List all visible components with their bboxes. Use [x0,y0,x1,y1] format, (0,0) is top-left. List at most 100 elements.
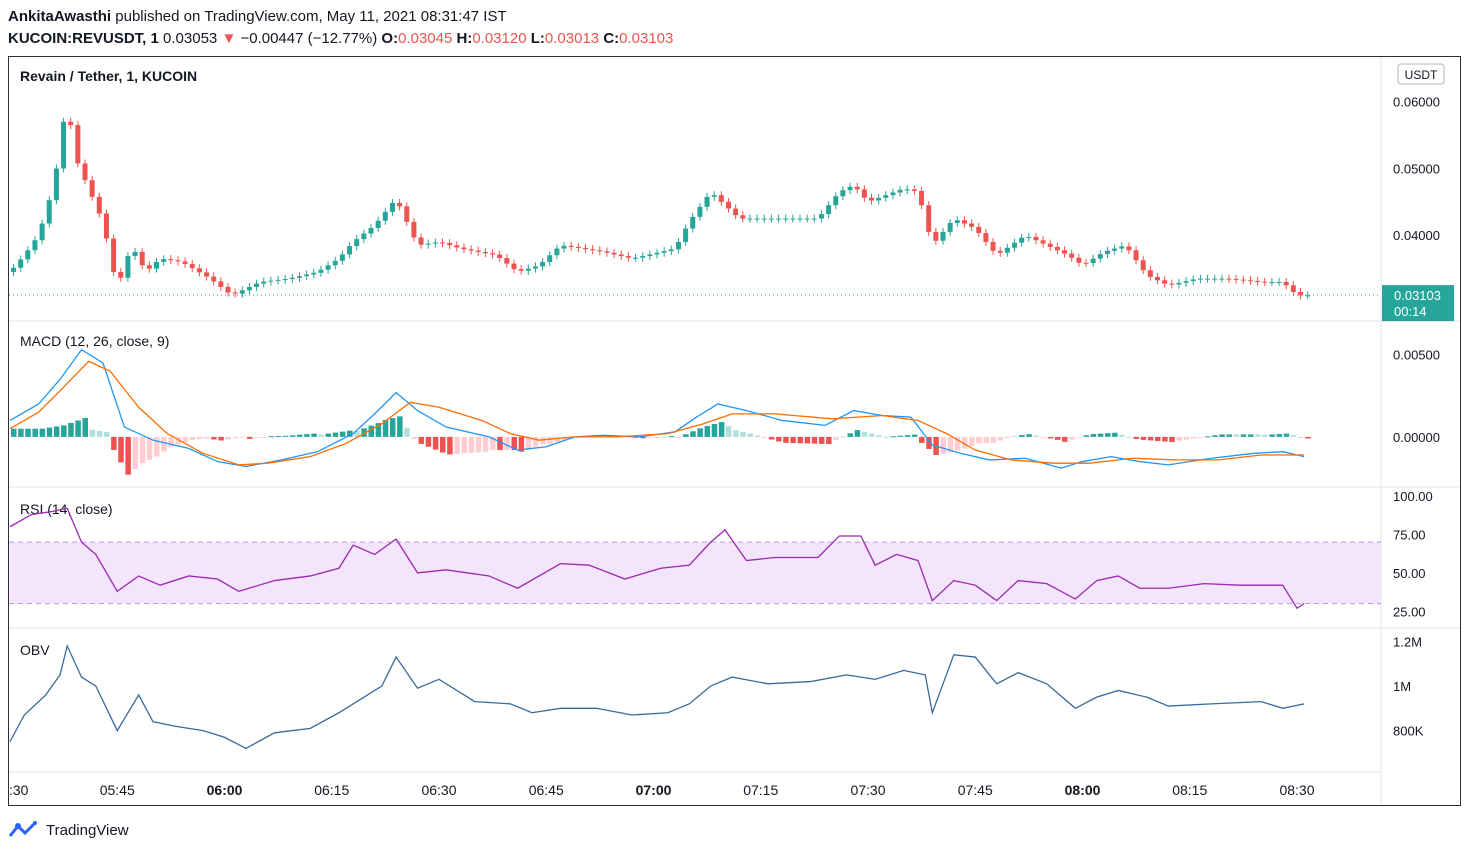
macd-histogram-bar [497,436,503,451]
candle-body [25,250,31,260]
candle-body [1104,250,1110,255]
macd-histogram-bar [232,436,239,439]
macd-histogram-bar [182,436,189,443]
macd-histogram-bar [1233,434,1240,437]
chart-frame[interactable] [8,56,1461,806]
candle-body [883,195,889,198]
symbol-label: KUCOIN:REVUSDT, 1 [8,30,159,47]
macd-histogram-bar [540,436,546,445]
candle-body [1147,270,1153,277]
macd-histogram-bar [954,436,961,451]
candle-body [1097,254,1103,259]
candle-body [861,189,867,198]
candle-body [1290,285,1296,292]
tradingview-logo-icon [8,821,37,837]
macd-histogram-bar [847,433,854,437]
macd-histogram-bar [268,436,274,438]
candle-body [954,220,960,223]
candle-body [790,218,796,220]
macd-histogram-bar [261,436,267,438]
macd-histogram-bar [53,426,60,437]
macd-histogram-bar [525,436,532,450]
macd-histogram-bar [1205,436,1211,438]
macd-histogram-bar [490,436,496,451]
macd-histogram-bar [883,436,889,438]
macd-histogram-bar [75,420,81,437]
candle-body [1283,281,1289,286]
macd-histogram-bar [511,436,517,451]
macd-histogram-bar [890,436,896,438]
candle-body [111,238,117,272]
candle-body [1140,260,1146,271]
macd-histogram-bar [983,436,989,444]
candle-body [125,256,131,278]
signal-line [9,360,1305,466]
time-tick-label: 05:45 [100,782,135,798]
macd-histogram-bar [654,436,660,438]
candle-body [39,223,45,241]
candle-body [490,253,496,255]
currency-badge [1397,63,1445,85]
macd-histogram-bar [633,436,639,438]
candle-body [118,271,124,278]
candle-body [926,205,932,232]
candle-body [890,192,896,196]
macd-histogram-bar [1197,436,1204,438]
candle-body [840,190,846,197]
candle-body [1040,240,1046,244]
macd-histogram-bar [132,436,139,469]
candle-body [225,286,231,293]
macd-histogram-bar [103,431,110,437]
macd-histogram-bar [919,436,925,443]
candle-body [1119,246,1125,249]
macd-histogram-bar [990,436,997,443]
macd-histogram-bar [1162,436,1168,442]
macd-histogram-bar [432,436,439,450]
candle-body [497,254,503,259]
candle-body [268,280,274,282]
author-name[interactable]: AnkitaAwasthi [8,8,112,25]
candle-body [733,208,739,216]
macd-histogram-bar [833,436,839,440]
macd-histogram-bar [818,436,825,444]
candle-body [46,200,52,224]
candle-body [53,168,59,201]
candle-body [1033,236,1039,241]
candle-body [697,206,703,217]
candle-body [1247,280,1253,282]
price-tick-label: 0.05000 [1393,161,1440,176]
macd-histogram-bar [1019,435,1025,437]
candle-body [718,195,724,202]
macd-histogram-bar [1226,434,1232,437]
candle-body [1197,278,1203,280]
published-text: published on TradingView.com, May 11, 20… [115,8,507,25]
tradingview-footer[interactable]: TradingView [8,820,129,840]
candle-body [675,241,681,250]
time-tick-label: 08:00 [1065,782,1101,798]
macd-histogram-bar [468,436,475,453]
macd-histogram-bar [1147,436,1154,441]
candle-body [911,189,917,192]
macd-histogram-bar [189,436,196,440]
macd-histogram-bar [704,425,711,437]
candle-body [304,274,310,277]
macd-histogram-bar [1169,436,1175,443]
candle-body [68,121,74,126]
macd-histogram-bar [1033,435,1039,437]
candle-body [347,246,353,255]
macd-histogram-bar [969,436,975,446]
macd-histogram-bar [61,425,67,437]
macd-histogram-bar [504,436,510,451]
macd-histogram-bar [897,435,904,437]
candle-body [404,206,410,222]
candle-body [368,227,374,234]
macd-histogram-bar [1290,435,1297,437]
price-tick-label: 0.06000 [1393,95,1440,110]
macd-histogram-bar [239,436,246,438]
tradingview-brand: TradingView [46,821,129,839]
candle-body [154,261,159,269]
candle-body [947,222,953,232]
candle-body [1169,283,1175,285]
macd-histogram-bar [961,436,968,449]
